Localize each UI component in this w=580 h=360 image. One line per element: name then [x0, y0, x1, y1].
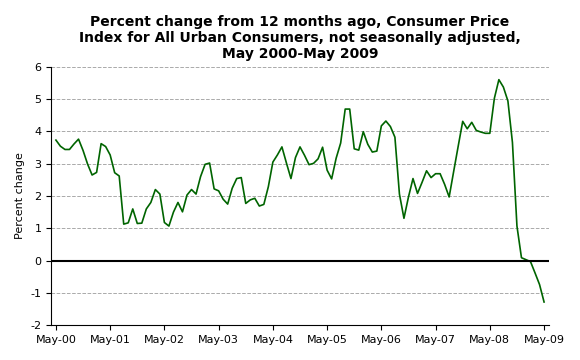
Y-axis label: Percent change: Percent change	[15, 153, 25, 239]
Title: Percent change from 12 months ago, Consumer Price
Index for All Urban Consumers,: Percent change from 12 months ago, Consu…	[79, 15, 521, 62]
